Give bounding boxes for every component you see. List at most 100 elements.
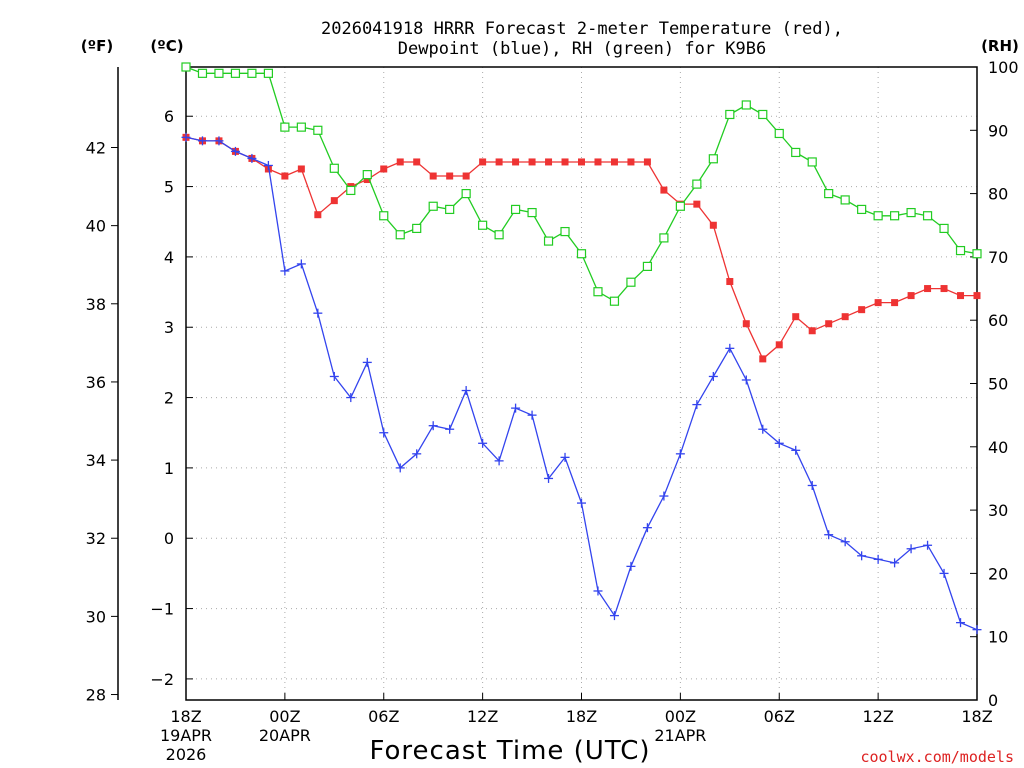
temperature-point <box>561 158 569 166</box>
time-tick-label: 21APR <box>654 726 706 745</box>
dewpoint-point <box>263 160 273 170</box>
rh-point <box>922 211 933 221</box>
rh-tick-label: 20 <box>988 564 1008 583</box>
time-tick-label: 12Z <box>862 707 893 726</box>
temperature-point <box>380 165 388 173</box>
dewpoint-point <box>428 421 438 431</box>
rh-point <box>379 211 389 221</box>
time-tick-label: 18Z <box>961 707 992 726</box>
fahrenheit-axis-unit: (ºF) <box>81 37 113 55</box>
dewpoint-point <box>972 625 982 635</box>
time-tick-label: 20APR <box>259 726 311 745</box>
temperature-point <box>792 313 800 321</box>
x-axis-label: Forecast Time (UTC) <box>369 736 650 766</box>
temperature-point <box>874 299 882 307</box>
rh-point <box>280 122 290 132</box>
celsius-tick-label: 5 <box>164 178 174 197</box>
rh-point <box>955 245 966 256</box>
temperature-point <box>907 292 915 300</box>
rh-point <box>263 68 273 78</box>
rh-point <box>791 147 801 158</box>
temperature-point <box>429 172 437 180</box>
dewpoint-point <box>379 428 389 438</box>
temperature-point <box>396 158 404 166</box>
dewpoint-point <box>527 410 537 420</box>
temperature-point <box>775 341 783 349</box>
chart-title-line2: Dewpoint (blue), RH (green) for K9B6 <box>398 39 766 59</box>
temperature-point <box>495 158 503 166</box>
celsius-tick-label: 2 <box>164 389 174 408</box>
dewpoint-point <box>461 386 471 396</box>
source-credit: coolwx.com/models <box>860 748 1014 766</box>
rh-point <box>593 287 603 297</box>
rh-point <box>890 211 900 221</box>
time-tick-label: 2026 <box>166 745 207 764</box>
dewpoint-point <box>346 393 356 403</box>
temperature-point <box>660 186 668 194</box>
celsius-tick-label: 1 <box>164 459 174 478</box>
temperature-point <box>940 285 948 293</box>
temperature-point <box>858 306 866 314</box>
time-tick-label: 00Z <box>269 707 300 726</box>
time-tick-label: 18Z <box>170 707 201 726</box>
dewpoint-point <box>181 132 191 142</box>
temperature-point <box>363 176 371 184</box>
dewpoint-point <box>230 146 240 156</box>
rh-tick-label: 10 <box>988 628 1008 647</box>
rh-point <box>461 189 471 199</box>
rh-point <box>412 223 422 234</box>
dewpoint-point <box>675 449 685 459</box>
temperature-point <box>528 158 536 166</box>
time-tick-label: 00Z <box>665 707 696 726</box>
axis-ticks: −2−1012345628303234363840420102030405060… <box>86 58 1019 764</box>
temperature-point <box>413 158 421 166</box>
dewpoint-point <box>725 343 735 353</box>
rh-point <box>725 109 735 120</box>
fahrenheit-tick-label: 40 <box>86 217 106 236</box>
celsius-tick-label: 6 <box>164 107 174 126</box>
rh-point <box>824 189 834 199</box>
temperature-point <box>594 158 602 166</box>
fahrenheit-tick-label: 38 <box>86 295 106 314</box>
dewpoint-point <box>362 357 372 367</box>
rh-point <box>708 154 718 164</box>
rh-point <box>543 236 554 246</box>
dewpoint-point <box>708 371 718 381</box>
temperature-point <box>808 327 816 335</box>
dewpoint-point <box>609 611 619 621</box>
rh-tick-label: 100 <box>988 58 1019 77</box>
dewpoint-point <box>642 523 652 533</box>
rh-tick-label: 80 <box>988 185 1008 204</box>
rh-point <box>527 207 537 218</box>
dewpoint-point <box>214 136 224 146</box>
celsius-tick-label: −2 <box>150 670 174 689</box>
temperature-point <box>627 158 635 166</box>
rh-point <box>197 68 208 78</box>
rh-point <box>214 68 224 78</box>
temperature-point <box>297 165 305 173</box>
fahrenheit-tick-label: 34 <box>86 451 106 470</box>
dewpoint-point <box>560 452 570 462</box>
rh-point <box>395 230 405 240</box>
temperature-point <box>709 221 717 229</box>
rh-point <box>609 296 620 306</box>
celsius-tick-label: 0 <box>164 529 174 548</box>
rh-point <box>857 204 867 215</box>
dewpoint-point <box>758 424 768 434</box>
rh-point <box>296 122 306 132</box>
dewpoint-point <box>626 561 636 571</box>
rh-point <box>560 226 570 237</box>
temperature-point <box>924 285 932 293</box>
rh-point <box>675 201 685 211</box>
rh-tick-label: 0 <box>988 691 998 710</box>
dewpoint-point <box>906 544 916 554</box>
dewpoint-point <box>890 558 900 568</box>
dewpoint-point <box>445 424 455 434</box>
time-tick-label: 19APR <box>160 726 212 745</box>
dewpoint-point <box>494 456 504 466</box>
temperature-point <box>726 278 734 286</box>
rh-point <box>313 125 323 135</box>
dewpoint-point <box>313 308 323 318</box>
dewpoint-point <box>807 480 817 490</box>
